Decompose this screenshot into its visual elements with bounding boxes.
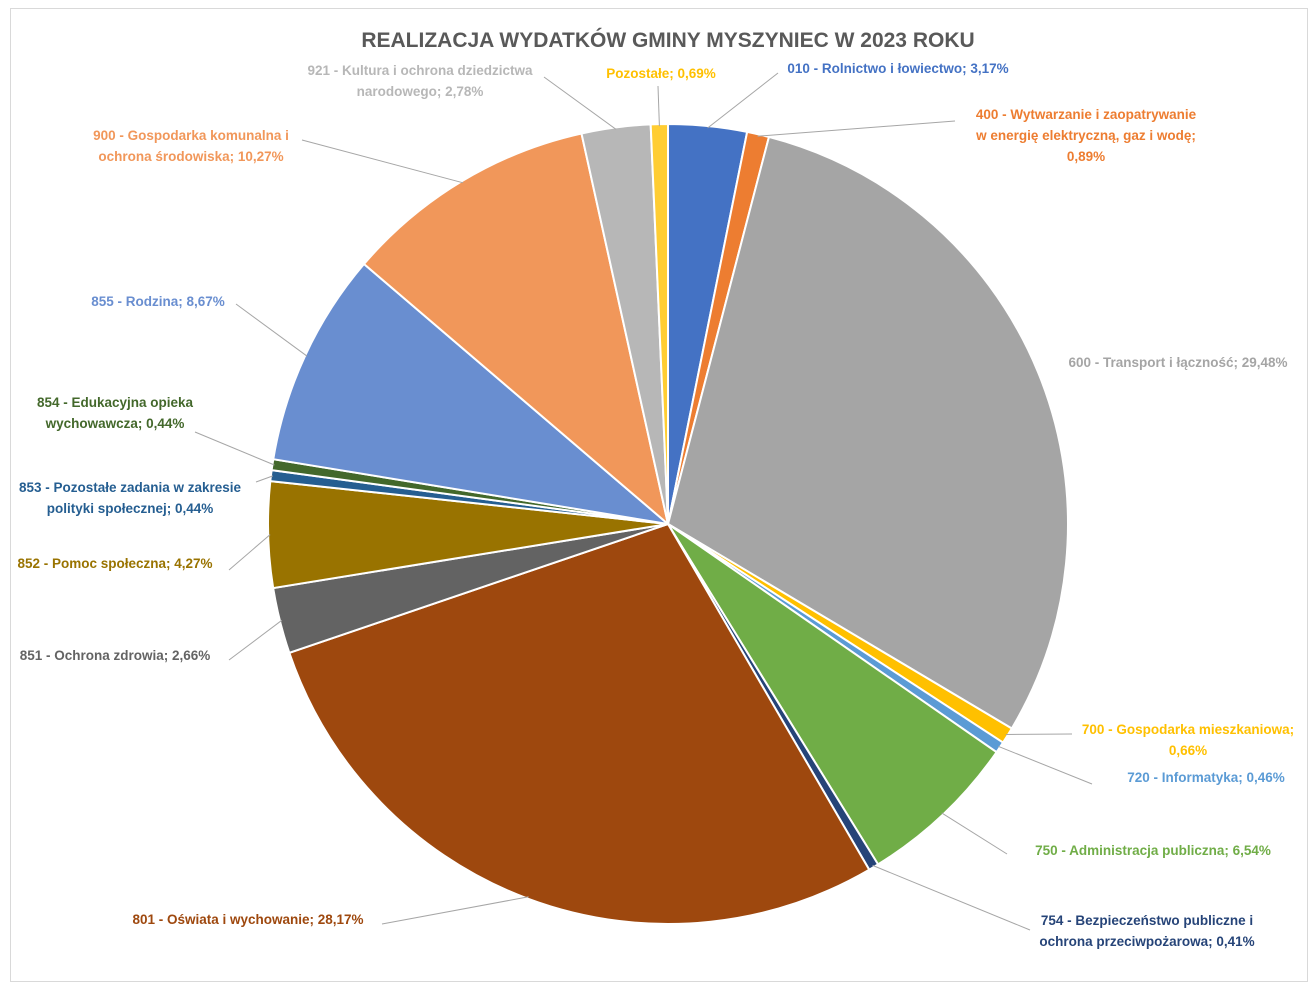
leader-line-10: [255, 475, 274, 483]
leader-line-4: [998, 745, 1093, 785]
data-label-1: 400 - Wytwarzanie i zaopatrywanie w energ…: [975, 107, 1197, 164]
data-label-12: 855 - Rodzina; 8,67%: [91, 294, 225, 309]
data-label-0: 010 - Rolnictwo i łowiectwo; 3,17%: [787, 61, 1008, 76]
leader-line-0: [707, 72, 779, 129]
data-label-4: 720 - Informatyka; 0,46%: [1127, 770, 1285, 785]
leader-line-15: [657, 85, 660, 127]
pie-slice-13: [362, 132, 670, 527]
pie-slice-2: [666, 135, 1069, 730]
leader-line-14: [543, 76, 617, 130]
pie-slice-5: [667, 523, 998, 866]
data-label-13: 900 - Gospodarka komunalna i ochrona środ…: [93, 128, 289, 164]
pie-slice-7: [288, 522, 871, 925]
data-label-10: 853 - Pozostałe zadania w zakresie polity…: [19, 480, 242, 516]
leader-line-8: [228, 619, 283, 661]
data-label-11: 854 - Edukacyjna opieka wychowawcza; 0,44…: [37, 395, 194, 431]
data-label-2: 600 - Transport i łączność; 29,48%: [1068, 355, 1287, 370]
leader-lines: [194, 72, 1093, 931]
leader-line-11: [194, 431, 275, 466]
data-label-6: 754 - Bezpieczeństwo publiczne i ochrona …: [1039, 913, 1254, 949]
leader-line-13: [301, 139, 464, 184]
data-label-9: 852 - Pomoc społeczna; 4,27%: [17, 556, 212, 571]
data-label-8: 851 - Ochrona zdrowia; 2,66%: [20, 648, 211, 663]
leader-line-5: [941, 812, 1008, 855]
leader-line-7: [381, 896, 529, 925]
data-label-7: 801 - Oświata i wychowanie; 28,17%: [132, 912, 363, 927]
leader-line-12: [235, 303, 308, 357]
data-labels: 010 - Rolnictwo i łowiectwo; 3,17% 400 - …: [17, 61, 1294, 949]
leader-line-3: [1005, 733, 1073, 735]
data-label-15: Pozostałe; 0,69%: [606, 66, 716, 81]
leader-line-6: [872, 864, 1031, 931]
data-label-3: 700 - Gospodarka mieszkaniowa; 0,66%: [1082, 722, 1294, 758]
leader-line-1: [757, 120, 956, 137]
chart-title: REALIZACJA WYDATKÓW GMINY MYSZYNIEC W 20…: [361, 28, 974, 52]
leader-line-9: [228, 534, 271, 571]
data-label-5: 750 - Administracja publiczna; 6,54%: [1035, 843, 1271, 858]
data-label-14: 921 - Kultura i ochrona dziedzictwa narod…: [307, 63, 533, 99]
pie-slices: [267, 122, 1069, 925]
